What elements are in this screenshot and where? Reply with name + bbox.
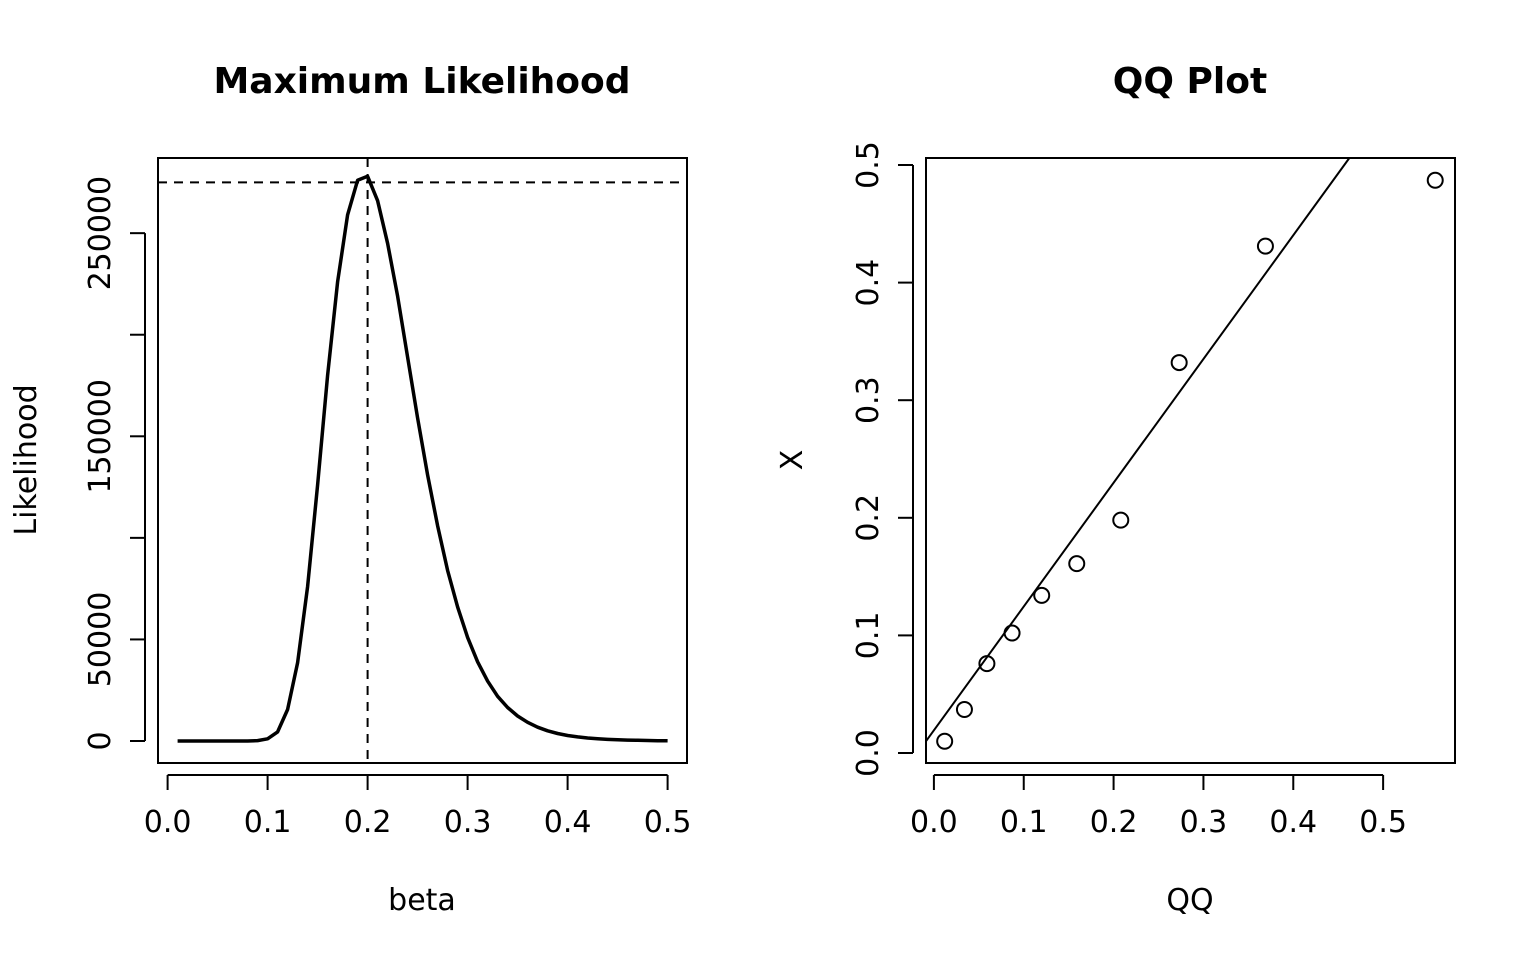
qq-point <box>1426 171 1444 189</box>
likelihood-series <box>177 174 668 743</box>
qq-y-tick-label: 0.1 <box>851 612 886 660</box>
likelihood-reference-lines <box>158 158 687 763</box>
qq-y-tick-label: 0.0 <box>851 729 886 777</box>
qq-x-tick-label: 0.1 <box>1000 805 1048 840</box>
likelihood-title: Maximum Likelihood <box>213 61 630 102</box>
likelihood-y-tick-label: 0 <box>83 731 118 750</box>
likelihood-x-tick-label: 0.1 <box>244 805 292 840</box>
likelihood-x-label: beta <box>388 883 456 918</box>
qq-y-axis: 0.0 0.1 0.2 0.3 0.4 0.5 <box>851 141 914 777</box>
likelihood-x-tick-label: 0.4 <box>544 805 592 840</box>
qq-x-tick-label: 0.4 <box>1269 805 1317 840</box>
likelihood-curve <box>177 174 668 743</box>
likelihood-x-axis: 0.0 0.1 0.2 0.3 0.4 0.5 <box>144 774 692 840</box>
likelihood-plot-frame <box>157 157 688 764</box>
likelihood-y-axis: 0 50000 150000 250000 <box>83 176 146 751</box>
qq-y-tick-label: 0.5 <box>851 141 886 189</box>
qq-point <box>936 732 954 750</box>
qq-points <box>936 171 1444 750</box>
qq-point <box>1033 586 1051 604</box>
likelihood-y-tick-label: 50000 <box>83 592 118 687</box>
qq-point <box>955 700 973 718</box>
likelihood-x-tick-label: 0.5 <box>644 805 692 840</box>
likelihood-x-tick-label: 0.0 <box>144 805 192 840</box>
qq-x-axis: 0.0 0.1 0.2 0.3 0.4 0.5 <box>910 774 1407 840</box>
qq-plot-frame <box>925 157 1456 764</box>
qq-y-tick-label: 0.2 <box>851 494 886 542</box>
likelihood-y-label: Likelihood <box>9 384 44 535</box>
qq-point <box>1256 237 1274 255</box>
qq-panel: QQ Plot 0.0 0.1 0.2 0.3 0.4 0.5 0.00.10.20.30… <box>775 61 1456 918</box>
qq-fit-line-group <box>925 157 1351 742</box>
qq-point <box>1112 511 1130 529</box>
qq-point <box>978 655 996 673</box>
qq-y-label: X <box>775 450 810 471</box>
qq-x-tick-label: 0.3 <box>1180 805 1228 840</box>
qq-fit-line <box>925 157 1351 742</box>
qq-x-tick-label: 0.0 <box>910 805 958 840</box>
qq-x-tick-label: 0.2 <box>1090 805 1138 840</box>
qq-x-tick-label: 0.5 <box>1359 805 1407 840</box>
likelihood-y-tick-label: 250000 <box>83 176 118 291</box>
likelihood-y-tick-label: 150000 <box>83 379 118 494</box>
qq-point <box>1170 354 1188 372</box>
likelihood-panel: Maximum Likelihood 0.0 0.1 0.2 0.3 0.4 0.5 0 5… <box>9 61 691 918</box>
qq-y-tick-label: 0.3 <box>851 376 886 424</box>
qq-title: QQ Plot <box>1113 61 1267 102</box>
qq-x-label: QQ <box>1166 883 1213 918</box>
likelihood-x-tick-label: 0.2 <box>344 805 392 840</box>
qq-point <box>1068 555 1086 573</box>
qq-point <box>1003 624 1021 642</box>
likelihood-x-tick-label: 0.3 <box>444 805 492 840</box>
qq-y-tick-label: 0.4 <box>851 259 886 307</box>
